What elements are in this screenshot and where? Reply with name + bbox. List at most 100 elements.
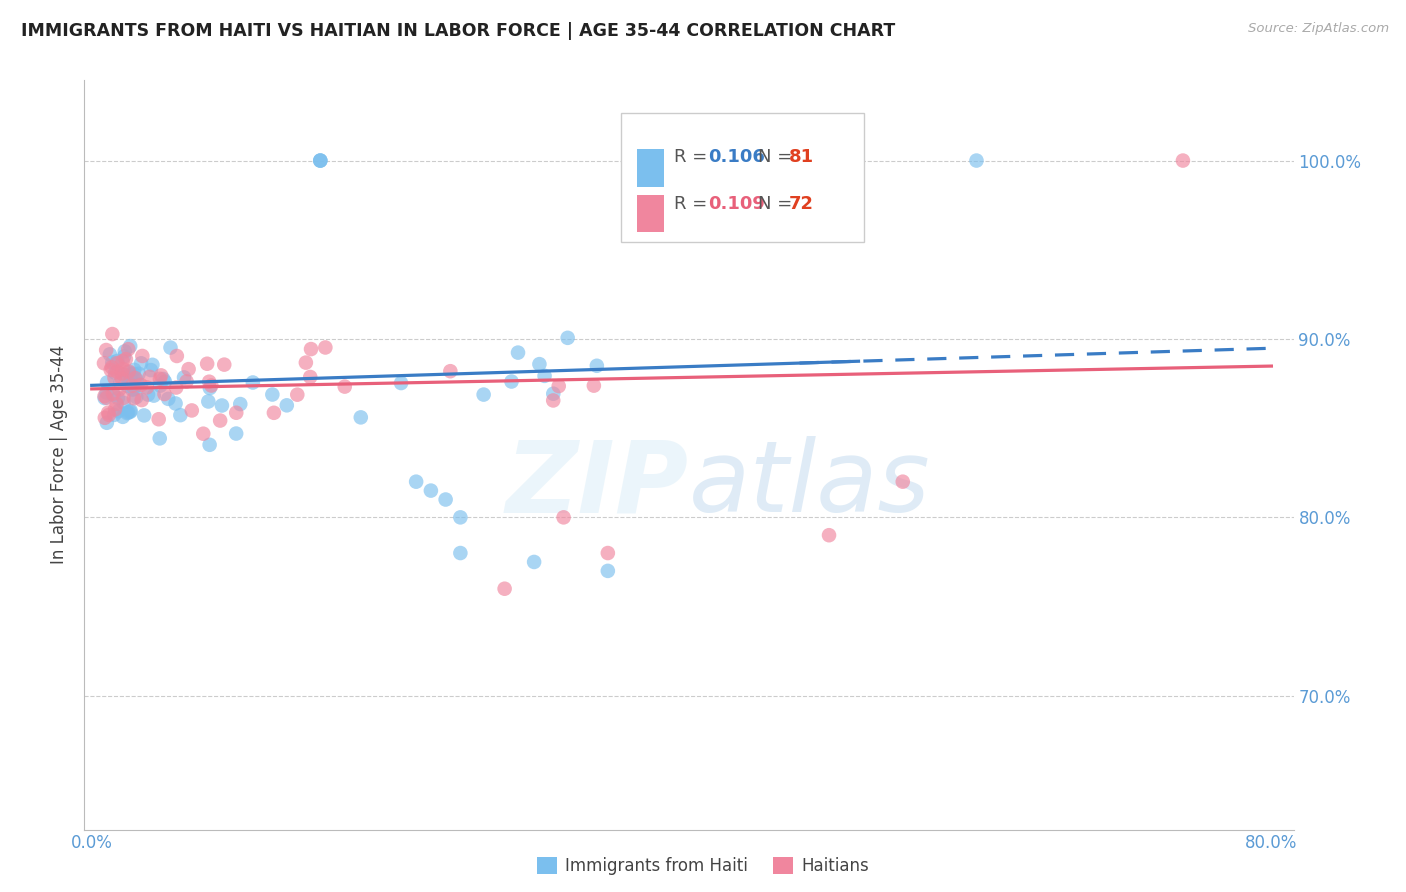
- Point: [314, 341, 336, 355]
- Point: [596, 564, 619, 578]
- Point: [111, 409, 134, 424]
- Point: [120, 367, 142, 381]
- Point: [125, 390, 148, 404]
- Text: 0.109: 0.109: [709, 194, 765, 213]
- Point: [96, 376, 118, 390]
- Point: [122, 391, 145, 405]
- Point: [115, 406, 138, 420]
- Point: [309, 153, 332, 168]
- Point: [131, 393, 153, 408]
- Point: [211, 399, 233, 413]
- Point: [131, 349, 153, 363]
- Point: [198, 381, 221, 395]
- Point: [101, 360, 124, 375]
- Point: [98, 347, 121, 361]
- Point: [585, 359, 607, 373]
- Point: [93, 389, 115, 403]
- Text: R =: R =: [673, 194, 713, 213]
- Point: [159, 341, 181, 355]
- Point: [557, 331, 579, 345]
- Point: [299, 342, 322, 356]
- Point: [110, 371, 132, 385]
- Point: [153, 375, 176, 389]
- Point: [112, 368, 135, 382]
- Point: [121, 383, 143, 397]
- Point: [112, 396, 135, 410]
- Point: [198, 438, 221, 452]
- Point: [105, 365, 128, 379]
- Point: [97, 408, 120, 422]
- Point: [96, 385, 118, 400]
- Point: [263, 406, 285, 420]
- Point: [529, 357, 551, 371]
- Point: [389, 376, 412, 390]
- Point: [229, 397, 252, 411]
- Point: [112, 350, 135, 364]
- Point: [472, 387, 495, 401]
- Point: [107, 404, 129, 418]
- Text: IMMIGRANTS FROM HAITI VS HAITIAN IN LABOR FORCE | AGE 35-44 CORRELATION CHART: IMMIGRANTS FROM HAITI VS HAITIAN IN LABO…: [21, 22, 896, 40]
- Point: [96, 416, 118, 430]
- Point: [125, 373, 148, 387]
- Point: [180, 403, 202, 417]
- Point: [122, 367, 145, 381]
- Point: [121, 378, 143, 392]
- Point: [93, 391, 115, 405]
- Point: [108, 383, 131, 397]
- Point: [165, 380, 187, 394]
- Point: [115, 378, 138, 392]
- Point: [449, 510, 471, 524]
- Point: [494, 582, 516, 596]
- Point: [101, 386, 124, 401]
- Point: [93, 356, 115, 370]
- Point: [96, 343, 118, 357]
- Point: [117, 405, 139, 419]
- Point: [169, 408, 191, 422]
- Text: ZIP: ZIP: [506, 436, 689, 533]
- Point: [129, 356, 152, 370]
- Point: [94, 410, 117, 425]
- Point: [242, 376, 264, 390]
- Point: [309, 153, 332, 168]
- Point: [96, 391, 118, 405]
- Point: [134, 409, 156, 423]
- Point: [150, 368, 173, 383]
- Legend: Immigrants from Haiti, Haitians: Immigrants from Haiti, Haitians: [529, 849, 877, 884]
- Point: [193, 426, 215, 441]
- Point: [419, 483, 441, 498]
- Point: [1171, 153, 1194, 168]
- Point: [101, 327, 124, 342]
- Point: [176, 375, 198, 389]
- Point: [103, 388, 125, 402]
- Point: [104, 366, 127, 380]
- Text: atlas: atlas: [689, 436, 931, 533]
- Point: [541, 393, 564, 408]
- Point: [198, 375, 221, 389]
- Point: [115, 352, 138, 367]
- Point: [173, 370, 195, 384]
- Point: [105, 397, 128, 411]
- Y-axis label: In Labor Force | Age 35-44: In Labor Force | Age 35-44: [51, 345, 69, 565]
- Point: [111, 354, 134, 368]
- Point: [127, 377, 149, 392]
- Point: [405, 475, 427, 489]
- Point: [641, 153, 664, 168]
- Point: [128, 367, 150, 381]
- Point: [434, 492, 457, 507]
- Point: [225, 426, 247, 441]
- Point: [117, 342, 139, 356]
- Point: [114, 344, 136, 359]
- Point: [523, 555, 546, 569]
- Point: [112, 362, 135, 376]
- Point: [101, 355, 124, 369]
- Point: [177, 362, 200, 376]
- Point: [299, 370, 322, 384]
- Point: [596, 546, 619, 560]
- Point: [149, 431, 172, 445]
- Point: [124, 371, 146, 385]
- Point: [966, 153, 988, 168]
- Point: [120, 339, 142, 353]
- Point: [501, 375, 523, 389]
- Point: [197, 394, 219, 409]
- Point: [209, 413, 232, 427]
